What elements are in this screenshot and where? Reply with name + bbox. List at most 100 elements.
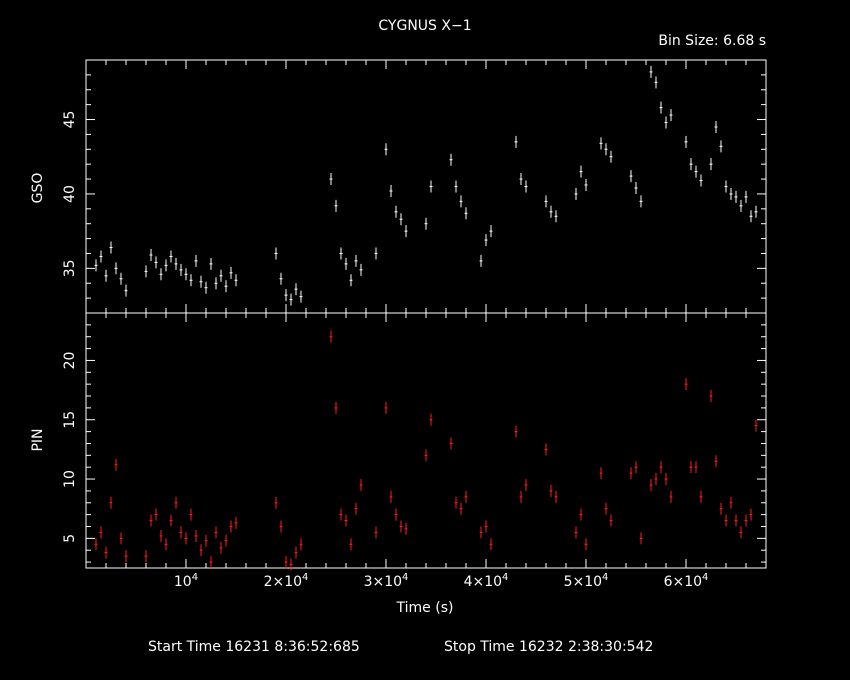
pin-data-point <box>549 484 553 497</box>
pin-data-point <box>389 490 393 503</box>
gso-data-point <box>189 274 193 287</box>
gso-data-point <box>639 195 643 208</box>
pin-data-point <box>739 526 743 539</box>
gso-data-point <box>654 76 658 89</box>
gso-data-point <box>629 170 633 183</box>
pin-panel: 5 10 15 20 PIN 104 2×104 3×104 4×104 5×104 6×104 <box>30 312 767 590</box>
pin-ylabel: PIN <box>30 428 46 451</box>
pin-data-point <box>449 437 453 450</box>
gso-data-point <box>479 254 483 267</box>
pin-data-point <box>424 449 428 462</box>
gso-data-point <box>214 277 218 290</box>
gso-data-point <box>224 280 228 293</box>
gso-data-point <box>94 259 98 272</box>
gso-data-point <box>514 135 518 148</box>
bin-size-label: Bin Size: 6.68 s <box>658 33 766 49</box>
pin-data-point <box>634 461 638 474</box>
gso-data-point <box>204 281 208 294</box>
gso-data-point <box>454 180 458 193</box>
pin-data-point <box>299 538 303 551</box>
gso-data-point <box>179 263 183 276</box>
gso-data-point <box>649 65 653 78</box>
gso-data-point <box>729 187 733 200</box>
gso-data-point <box>489 225 493 238</box>
gso-data-point <box>744 190 748 203</box>
gso-data-point <box>329 173 333 186</box>
pin-data-point <box>479 526 483 539</box>
gso-data-point <box>459 195 463 208</box>
pin-data-point <box>274 496 278 509</box>
pin-data-point <box>659 461 663 474</box>
time-tick-label: 3×104 <box>364 572 409 590</box>
gso-data-point <box>739 199 743 212</box>
pin-data-point <box>354 502 358 515</box>
pin-data-point <box>224 534 228 547</box>
pin-data-point <box>749 508 753 521</box>
pin-data-point <box>99 526 103 539</box>
pin-data-point <box>334 401 338 414</box>
gso-ytick-label: 40 <box>62 185 78 203</box>
pin-data-point <box>184 532 188 545</box>
gso-data-point <box>149 248 153 261</box>
time-tick-label: 6×104 <box>664 572 709 590</box>
gso-data-point <box>599 137 603 150</box>
pin-ytick-label: 10 <box>62 470 78 488</box>
pin-data-point <box>669 490 673 503</box>
gso-data-point <box>714 120 718 133</box>
pin-data-point <box>454 496 458 509</box>
pin-data-point <box>329 330 333 343</box>
pin-data-point <box>524 478 528 491</box>
gso-data-point <box>584 179 588 192</box>
pin-data-point <box>209 556 213 569</box>
pin-points <box>94 330 758 571</box>
gso-data-point <box>119 272 123 285</box>
pin-data-point <box>574 526 578 539</box>
pin-data-point <box>159 529 163 542</box>
gso-data-point <box>274 247 278 260</box>
time-tick-label: 104 <box>174 572 198 590</box>
gso-data-point <box>234 274 238 287</box>
pin-data-point <box>169 514 173 527</box>
gso-data-point <box>669 109 673 122</box>
gso-data-point <box>124 284 128 297</box>
gso-data-point <box>199 275 203 288</box>
gso-frame <box>85 59 767 314</box>
gso-data-point <box>154 256 158 269</box>
gso-data-point <box>719 140 723 153</box>
pin-data-point <box>639 532 643 545</box>
pin-data-point <box>144 550 148 563</box>
gso-data-point <box>219 269 223 282</box>
pin-data-point <box>629 467 633 480</box>
gso-data-point <box>699 174 703 187</box>
pin-data-point <box>584 538 588 551</box>
pin-data-point <box>664 473 668 486</box>
gso-data-point <box>389 184 393 197</box>
pin-data-point <box>514 425 518 438</box>
pin-data-point <box>149 514 153 527</box>
pin-data-point <box>599 467 603 480</box>
pin-data-point <box>754 419 758 432</box>
pin-data-point <box>344 514 348 527</box>
gso-data-point <box>604 143 608 156</box>
pin-data-point <box>724 514 728 527</box>
gso-data-point <box>289 293 293 306</box>
gso-data-point <box>359 263 363 276</box>
gso-data-point <box>404 225 408 238</box>
gso-data-point <box>294 283 298 296</box>
pin-data-point <box>174 496 178 509</box>
pin-ytick-label: 20 <box>62 352 78 370</box>
pin-data-point <box>119 532 123 545</box>
pin-data-point <box>284 556 288 569</box>
pin-data-point <box>359 478 363 491</box>
gso-data-point <box>104 269 108 282</box>
pin-data-point <box>399 520 403 533</box>
gso-data-point <box>424 217 428 230</box>
gso-data-point <box>609 150 613 163</box>
gso-data-point <box>724 180 728 193</box>
gso-data-point <box>354 254 358 267</box>
gso-ylabel: GSO <box>30 173 46 204</box>
pin-data-point <box>294 546 298 559</box>
pin-data-point <box>579 508 583 521</box>
gso-data-point <box>659 101 663 114</box>
